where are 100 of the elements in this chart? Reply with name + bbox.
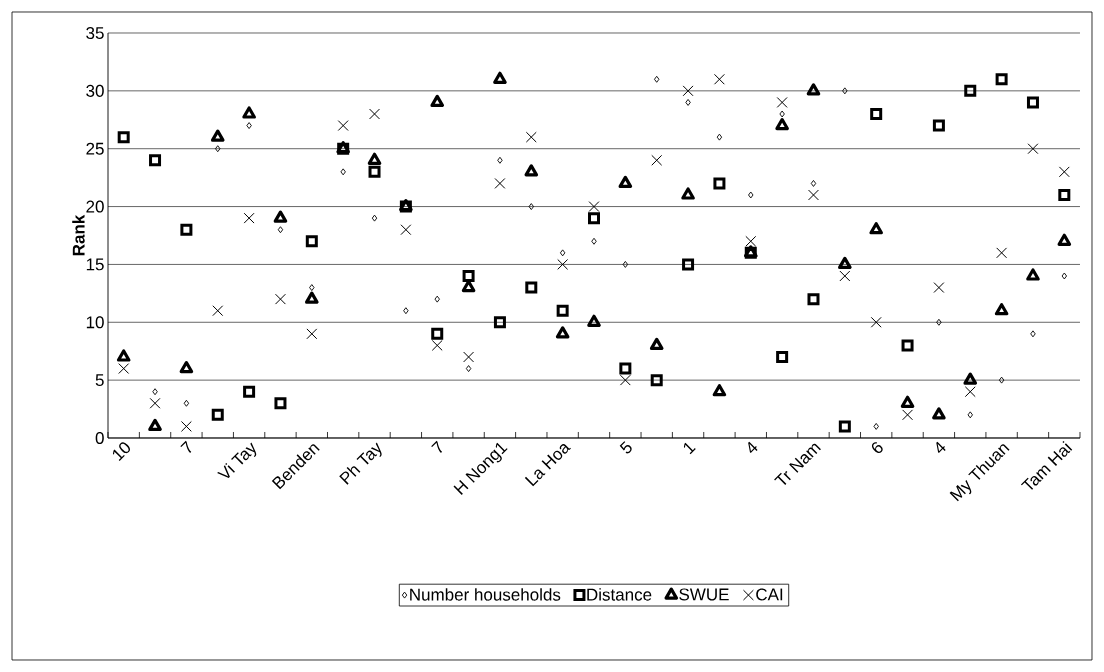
point xyxy=(994,303,1009,316)
y-tick-label: 20 xyxy=(86,200,104,213)
point xyxy=(555,326,570,339)
point xyxy=(368,165,381,178)
y-tick-label: 15 xyxy=(86,258,104,271)
point xyxy=(649,337,664,351)
point xyxy=(277,226,284,234)
point xyxy=(870,316,882,328)
point xyxy=(305,235,318,248)
y-axis-title: Rank xyxy=(72,214,85,256)
point xyxy=(932,119,945,132)
point xyxy=(682,85,694,97)
x-tick-label: 7 xyxy=(431,440,443,453)
x-tick-label: 5 xyxy=(619,441,632,454)
legend-label: SWUE xyxy=(679,588,729,601)
point xyxy=(431,327,444,340)
point xyxy=(306,328,318,340)
point xyxy=(369,108,380,120)
point xyxy=(494,177,506,189)
point xyxy=(180,223,193,236)
point xyxy=(713,73,725,85)
point xyxy=(1058,166,1070,178)
point xyxy=(525,281,538,294)
point xyxy=(776,350,789,363)
x-tick-label: 4 xyxy=(936,441,946,453)
point xyxy=(210,129,225,142)
x-tick-label: 4 xyxy=(748,441,758,453)
point xyxy=(403,307,409,315)
y-tick-label: 30 xyxy=(86,84,104,97)
legend-label: Distance xyxy=(587,588,652,601)
point xyxy=(274,397,287,410)
point xyxy=(1061,272,1068,280)
y-tick-label: 0 xyxy=(95,431,104,445)
point xyxy=(776,96,788,108)
point xyxy=(273,210,288,223)
point xyxy=(622,260,629,268)
point xyxy=(152,388,158,396)
point xyxy=(148,418,162,432)
point xyxy=(215,145,221,153)
point xyxy=(838,256,852,270)
point xyxy=(964,84,977,97)
point xyxy=(873,422,879,430)
point xyxy=(654,75,660,83)
point xyxy=(400,224,412,236)
point xyxy=(838,420,851,433)
point xyxy=(807,293,820,306)
point xyxy=(902,409,913,421)
point xyxy=(211,408,224,421)
point xyxy=(1057,233,1072,246)
point xyxy=(808,189,819,201)
point xyxy=(748,191,754,199)
point xyxy=(775,117,789,131)
point xyxy=(810,179,817,187)
point xyxy=(242,106,256,119)
point xyxy=(497,156,503,164)
point xyxy=(149,397,161,409)
point xyxy=(901,339,914,352)
y-tick-label: 10 xyxy=(86,316,104,329)
point xyxy=(1030,330,1036,338)
point xyxy=(431,339,443,351)
point xyxy=(430,94,445,108)
point xyxy=(869,222,883,235)
point xyxy=(556,304,569,317)
point xyxy=(305,291,319,304)
x-tick-label: La Hoa xyxy=(524,444,571,487)
point xyxy=(964,386,976,398)
point xyxy=(116,349,131,362)
point xyxy=(528,203,534,211)
point xyxy=(967,411,973,419)
point xyxy=(118,363,130,375)
point xyxy=(557,258,569,270)
x-tick-label: 1 xyxy=(683,442,696,455)
point xyxy=(806,83,821,96)
point xyxy=(932,407,946,420)
point xyxy=(716,133,723,141)
point xyxy=(900,395,915,408)
point xyxy=(212,305,224,317)
point xyxy=(682,258,695,271)
point xyxy=(996,247,1008,259)
point xyxy=(839,270,851,282)
point xyxy=(337,120,349,132)
point xyxy=(618,175,633,189)
legend-label: Number households xyxy=(410,588,561,601)
point xyxy=(587,314,601,327)
point xyxy=(779,110,785,118)
point xyxy=(493,316,506,329)
legend-label: CAI xyxy=(756,588,783,601)
point xyxy=(870,108,883,120)
point xyxy=(998,376,1005,384)
x-tick-label: 6 xyxy=(871,442,883,454)
point xyxy=(681,187,695,200)
point xyxy=(275,293,286,305)
y-tick-label: 5 xyxy=(95,374,104,387)
point xyxy=(179,360,194,374)
point xyxy=(842,87,848,95)
point xyxy=(588,212,600,225)
y-tick-label: 35 xyxy=(86,26,104,40)
x-tick-label: Vi Tay xyxy=(217,442,257,478)
x-tick-label: Tam Hai xyxy=(1020,440,1073,490)
point xyxy=(180,420,192,432)
